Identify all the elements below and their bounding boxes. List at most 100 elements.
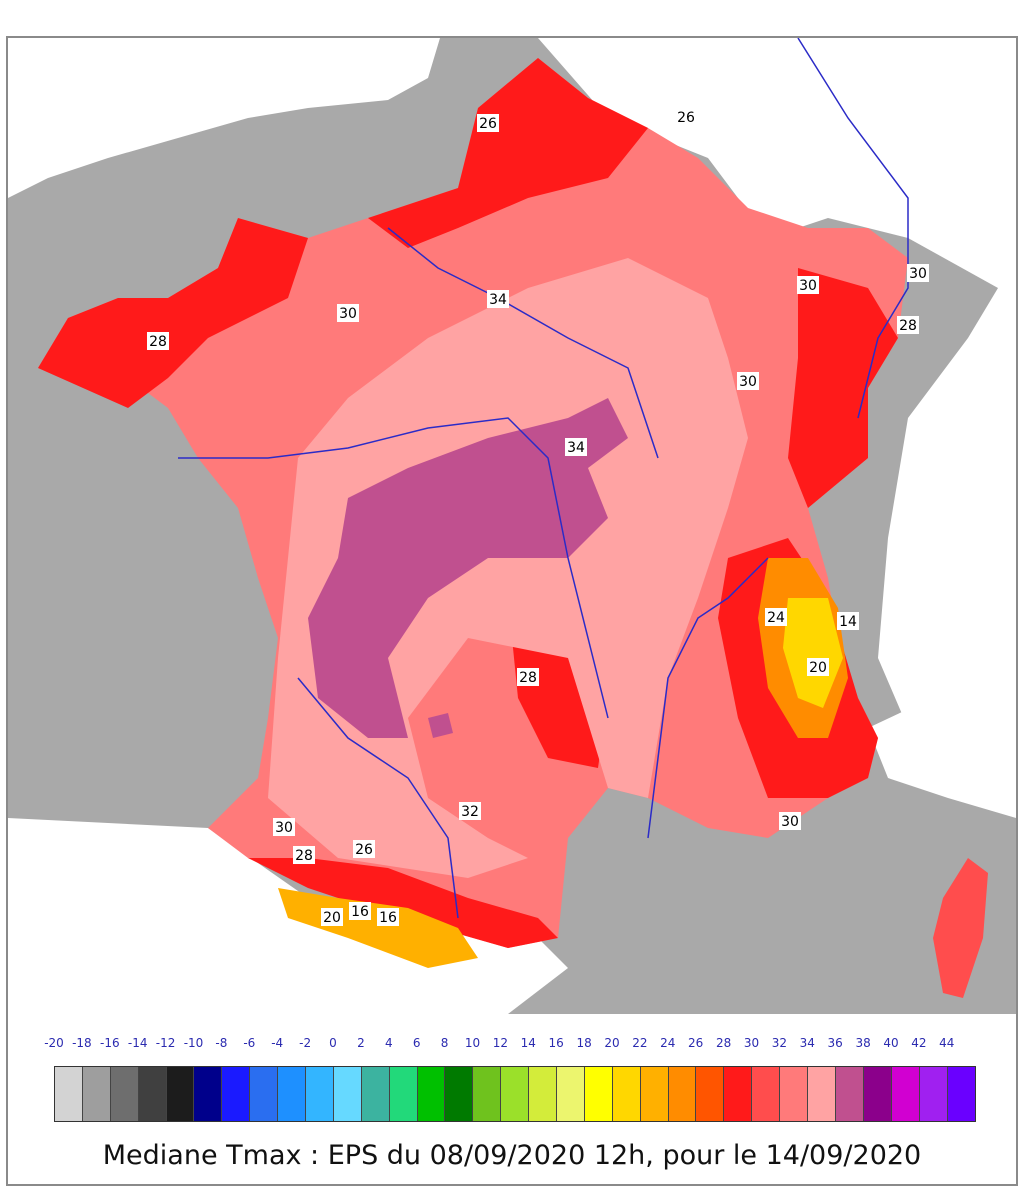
legend-tick-label: 42 [911, 1036, 927, 1050]
svg-text:30: 30 [909, 266, 927, 282]
contour-label: 34 [487, 290, 509, 308]
contour-label: 30 [337, 304, 359, 322]
temp-zone-28-brittany [38, 218, 308, 408]
legend-tick-label: 14 [520, 1036, 536, 1050]
legend-tick-label: 24 [660, 1036, 676, 1050]
svg-text:24: 24 [767, 610, 785, 626]
legend-tick-label: 28 [715, 1036, 732, 1050]
contour-label: 34 [565, 438, 587, 456]
contour-label: 24 [765, 608, 787, 626]
legend-tick-label: -4 [271, 1036, 284, 1050]
svg-text:14: 14 [839, 614, 857, 630]
svg-text:30: 30 [799, 278, 817, 294]
legend-tick-label: 22 [632, 1036, 648, 1050]
contour-label: 20 [321, 908, 343, 926]
contour-label: 16 [377, 908, 399, 926]
legend-tick-label: 4 [384, 1036, 393, 1050]
river-seine [387, 227, 659, 459]
legend-tick-label: -2 [299, 1036, 312, 1050]
legend-swatch [138, 1067, 167, 1121]
legend-swatch [110, 1067, 139, 1121]
legend-swatch [389, 1067, 418, 1121]
uk-landmass [8, 38, 440, 198]
legend-tick-label: 18 [576, 1036, 592, 1050]
legend-swatch [278, 1067, 307, 1121]
svg-text:32: 32 [461, 804, 479, 820]
contour-label: 28 [897, 316, 919, 334]
legend-swatch [640, 1067, 669, 1121]
contour-label: 20 [807, 658, 829, 676]
legend-swatch [250, 1067, 279, 1121]
legend-swatch [891, 1067, 920, 1121]
svg-text:28: 28 [519, 670, 537, 686]
legend-swatch [808, 1067, 836, 1121]
temp-zone-34-core [308, 398, 628, 738]
legend-swatch [668, 1067, 697, 1121]
corsica [933, 858, 988, 998]
svg-text:30: 30 [339, 306, 357, 322]
legend-tick-label: 30 [743, 1036, 760, 1050]
belgium-germany-land [538, 38, 1016, 728]
legend-tick-label: 40 [883, 1036, 899, 1050]
contour-label: 28 [293, 846, 315, 864]
legend-tick-label: -20 [44, 1036, 64, 1050]
legend-tick-label: 6 [412, 1036, 421, 1050]
contour-label: 14 [837, 612, 859, 630]
legend-swatch [835, 1067, 864, 1121]
legend-swatch [863, 1067, 892, 1121]
legend-swatch [166, 1067, 195, 1121]
legend-tick-label: 44 [939, 1036, 955, 1050]
legend-swatch [361, 1067, 390, 1121]
legend-swatch [473, 1067, 502, 1121]
temp-zone-28-east [788, 268, 898, 508]
legend-swatch [194, 1067, 223, 1121]
legend-tick-label: -16 [99, 1036, 120, 1050]
svg-text:20: 20 [809, 660, 827, 676]
svg-text:16: 16 [351, 904, 369, 920]
legend-tick-label: -8 [215, 1036, 228, 1050]
legend-tick-label: 0 [329, 1036, 337, 1050]
svg-text:30: 30 [275, 820, 293, 836]
contour-label: 30 [907, 264, 929, 282]
legend-tick-labels: -20 -18 -16 -14 -12 -10 -8 -6 -4 -2 0 2 4 6 8 10 12 14 16 1… [0, 1036, 1024, 1056]
legend-tick-label: 2 [357, 1036, 365, 1050]
legend-swatch [529, 1067, 558, 1121]
svg-text:26: 26 [355, 842, 373, 858]
contour-label: 30 [779, 812, 801, 830]
svg-text:28: 28 [295, 848, 313, 864]
legend-swatch [780, 1067, 809, 1121]
contour-label: 28 [517, 668, 539, 686]
legend-swatch [584, 1067, 613, 1121]
temp-zone-28-north [368, 58, 648, 248]
color-legend [54, 1066, 977, 1122]
svg-text:30: 30 [739, 374, 757, 390]
legend-swatch [752, 1067, 781, 1121]
svg-text:30: 30 [781, 814, 799, 830]
legend-tick-label: -12 [155, 1036, 176, 1050]
contour-label: 32 [459, 802, 481, 820]
legend-swatch [55, 1067, 83, 1121]
legend-tick-label: -6 [243, 1036, 256, 1050]
legend-swatch [501, 1067, 530, 1121]
legend-swatch [306, 1067, 334, 1121]
legend-swatch [919, 1067, 948, 1121]
svg-text:16: 16 [379, 910, 397, 926]
legend-tick-label: 8 [440, 1036, 449, 1050]
contour-label: 26 [353, 840, 375, 858]
legend-swatch [696, 1067, 725, 1121]
temp-zone-colder-alps [783, 598, 843, 708]
svg-text:26: 26 [479, 116, 497, 132]
svg-text:20: 20 [323, 910, 341, 926]
legend-swatch [724, 1067, 753, 1121]
contour-label: 16 [349, 902, 371, 920]
italy-land [868, 658, 1016, 818]
legend-tick-label: -14 [127, 1036, 148, 1050]
legend-tick-label: 16 [548, 1036, 564, 1050]
legend-tick-label: -10 [183, 1036, 204, 1050]
contour-label: 30 [273, 818, 295, 836]
legend-tick-label: 38 [855, 1036, 871, 1050]
river-loire [178, 417, 609, 719]
legend-tick-label: 26 [688, 1036, 704, 1050]
